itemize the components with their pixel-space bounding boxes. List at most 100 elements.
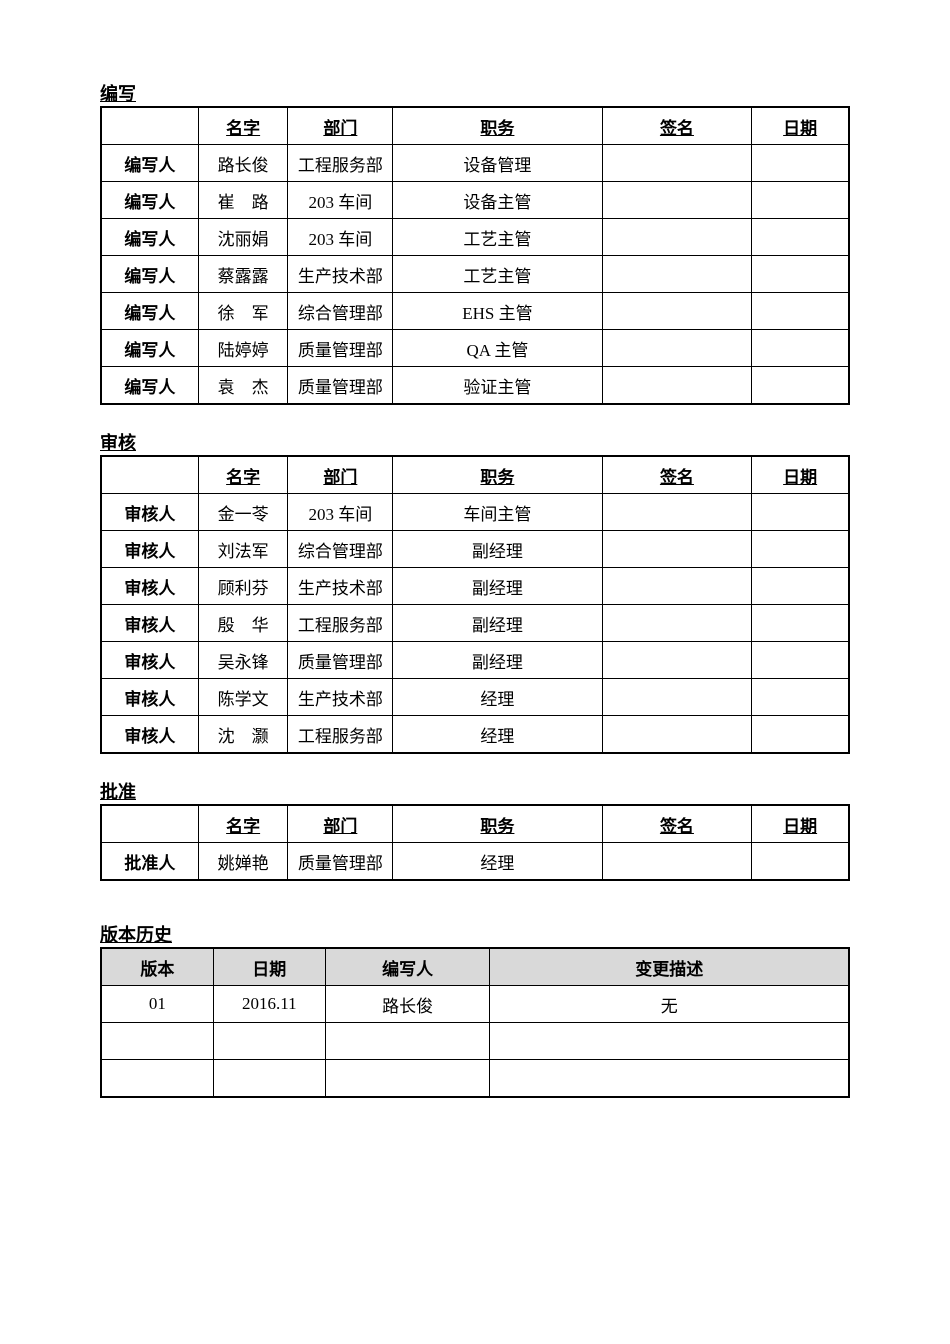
cell-role: 编写人 bbox=[101, 330, 198, 367]
header-sign: 签名 bbox=[602, 456, 752, 494]
table-header-row: 名字 部门 职务 签名 日期 bbox=[101, 456, 849, 494]
cell-version bbox=[101, 1023, 213, 1060]
cell-date bbox=[752, 531, 849, 568]
cell-version: 01 bbox=[101, 986, 213, 1023]
cell-job: 工艺主管 bbox=[393, 256, 602, 293]
cell-name: 徐 军 bbox=[198, 293, 288, 330]
cell-role: 编写人 bbox=[101, 256, 198, 293]
cell-sign bbox=[602, 568, 752, 605]
cell-job: 车间主管 bbox=[393, 494, 602, 531]
cell-role: 审核人 bbox=[101, 679, 198, 716]
cell-dept: 综合管理部 bbox=[288, 531, 393, 568]
cell-job: 副经理 bbox=[393, 605, 602, 642]
cell-sign bbox=[602, 219, 752, 256]
header-dept: 部门 bbox=[288, 456, 393, 494]
cell-role: 编写人 bbox=[101, 182, 198, 219]
header-dept: 部门 bbox=[288, 107, 393, 145]
table-header-row: 版本 日期 编写人 变更描述 bbox=[101, 948, 849, 986]
cell-name: 沈 灏 bbox=[198, 716, 288, 754]
cell-version bbox=[101, 1060, 213, 1098]
header-role bbox=[101, 456, 198, 494]
header-sign: 签名 bbox=[602, 805, 752, 843]
cell-role: 编写人 bbox=[101, 367, 198, 405]
cell-date bbox=[752, 494, 849, 531]
header-sign: 签名 bbox=[602, 107, 752, 145]
cell-sign bbox=[602, 843, 752, 881]
cell-name: 陈学文 bbox=[198, 679, 288, 716]
write-table: 名字 部门 职务 签名 日期 编写人路长俊工程服务部设备管理编写人崔 路203 … bbox=[100, 106, 850, 405]
cell-job: QA 主管 bbox=[393, 330, 602, 367]
cell-dept: 生产技术部 bbox=[288, 568, 393, 605]
header-date: 日期 bbox=[752, 456, 849, 494]
table-row: 编写人徐 军综合管理部EHS 主管 bbox=[101, 293, 849, 330]
cell-name: 金一苓 bbox=[198, 494, 288, 531]
cell-sign bbox=[602, 494, 752, 531]
review-table-body: 审核人金一苓203 车间车间主管审核人刘法军综合管理部副经理审核人顾利芬生产技术… bbox=[101, 494, 849, 754]
table-header-row: 名字 部门 职务 签名 日期 bbox=[101, 805, 849, 843]
cell-name: 顾利芬 bbox=[198, 568, 288, 605]
header-version: 版本 bbox=[101, 948, 213, 986]
table-row bbox=[101, 1023, 849, 1060]
table-row: 编写人崔 路203 车间设备主管 bbox=[101, 182, 849, 219]
history-table: 版本 日期 编写人 变更描述 012016.11路长俊无 bbox=[100, 947, 850, 1098]
cell-name: 吴永锋 bbox=[198, 642, 288, 679]
cell-role: 审核人 bbox=[101, 568, 198, 605]
cell-role: 批准人 bbox=[101, 843, 198, 881]
cell-job: 副经理 bbox=[393, 642, 602, 679]
cell-job: 经理 bbox=[393, 716, 602, 754]
table-row: 审核人沈 灏工程服务部经理 bbox=[101, 716, 849, 754]
header-date: 日期 bbox=[213, 948, 325, 986]
cell-sign bbox=[602, 256, 752, 293]
cell-date bbox=[752, 219, 849, 256]
cell-date bbox=[213, 1023, 325, 1060]
cell-role: 审核人 bbox=[101, 605, 198, 642]
cell-date bbox=[752, 367, 849, 405]
header-dept: 部门 bbox=[288, 805, 393, 843]
cell-sign bbox=[602, 293, 752, 330]
cell-dept: 质量管理部 bbox=[288, 330, 393, 367]
cell-job: EHS 主管 bbox=[393, 293, 602, 330]
cell-sign bbox=[602, 531, 752, 568]
table-row: 审核人吴永锋质量管理部副经理 bbox=[101, 642, 849, 679]
header-date: 日期 bbox=[752, 107, 849, 145]
table-row: 编写人袁 杰质量管理部验证主管 bbox=[101, 367, 849, 405]
cell-job: 经理 bbox=[393, 679, 602, 716]
cell-name: 陆婷婷 bbox=[198, 330, 288, 367]
cell-role: 审核人 bbox=[101, 531, 198, 568]
header-job: 职务 bbox=[393, 456, 602, 494]
cell-date bbox=[752, 256, 849, 293]
cell-role: 编写人 bbox=[101, 293, 198, 330]
cell-job: 设备主管 bbox=[393, 182, 602, 219]
cell-sign bbox=[602, 182, 752, 219]
table-row: 批准人姚婵艳质量管理部经理 bbox=[101, 843, 849, 881]
cell-author bbox=[325, 1060, 490, 1098]
cell-sign bbox=[602, 330, 752, 367]
table-row: 审核人顾利芬生产技术部副经理 bbox=[101, 568, 849, 605]
cell-dept: 质量管理部 bbox=[288, 642, 393, 679]
cell-dept: 工程服务部 bbox=[288, 716, 393, 754]
table-row: 审核人金一苓203 车间车间主管 bbox=[101, 494, 849, 531]
approve-table-body: 批准人姚婵艳质量管理部经理 bbox=[101, 843, 849, 881]
cell-dept: 生产技术部 bbox=[288, 256, 393, 293]
cell-date bbox=[752, 182, 849, 219]
cell-date bbox=[752, 642, 849, 679]
cell-date bbox=[752, 330, 849, 367]
cell-dept: 质量管理部 bbox=[288, 367, 393, 405]
header-name: 名字 bbox=[198, 107, 288, 145]
cell-desc: 无 bbox=[490, 986, 849, 1023]
cell-sign bbox=[602, 716, 752, 754]
cell-name: 路长俊 bbox=[198, 145, 288, 182]
cell-name: 袁 杰 bbox=[198, 367, 288, 405]
section-title-write: 编写 bbox=[100, 80, 850, 106]
cell-dept: 质量管理部 bbox=[288, 843, 393, 881]
section-title-history: 版本历史 bbox=[100, 921, 850, 947]
cell-dept: 工程服务部 bbox=[288, 145, 393, 182]
cell-name: 蔡露露 bbox=[198, 256, 288, 293]
table-row bbox=[101, 1060, 849, 1098]
table-header-row: 名字 部门 职务 签名 日期 bbox=[101, 107, 849, 145]
section-title-review: 审核 bbox=[100, 429, 850, 455]
write-table-body: 编写人路长俊工程服务部设备管理编写人崔 路203 车间设备主管编写人沈丽娟203… bbox=[101, 145, 849, 405]
cell-date bbox=[213, 1060, 325, 1098]
table-row: 审核人殷 华工程服务部副经理 bbox=[101, 605, 849, 642]
cell-role: 审核人 bbox=[101, 642, 198, 679]
